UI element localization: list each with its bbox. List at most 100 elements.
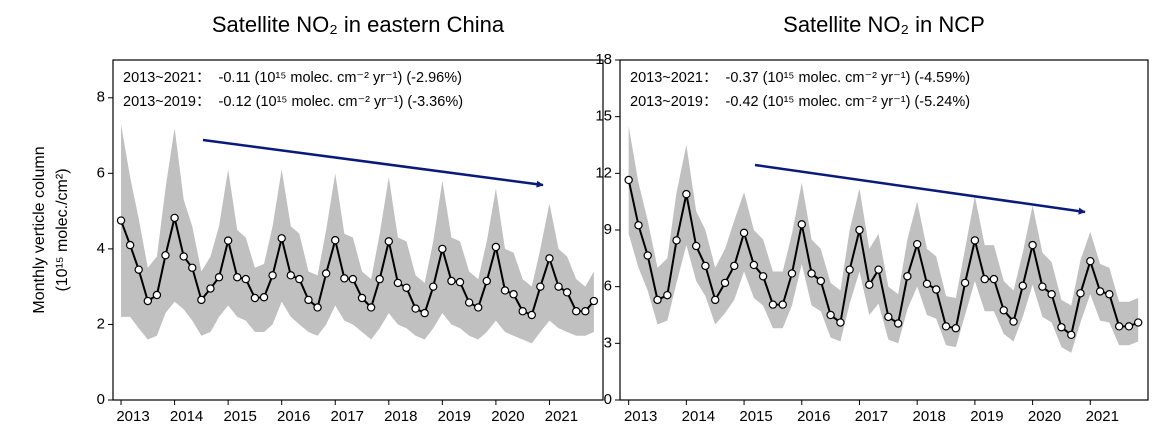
x-tick-label: 2017 bbox=[855, 408, 888, 425]
data-point bbox=[152, 290, 162, 300]
x-tick-label: 2014 bbox=[170, 408, 203, 425]
data-point bbox=[393, 278, 403, 288]
data-point bbox=[653, 295, 662, 305]
data-point bbox=[1076, 289, 1085, 298]
data-point bbox=[375, 274, 384, 284]
data-point bbox=[411, 304, 420, 313]
data-point bbox=[903, 272, 912, 281]
data-point bbox=[691, 241, 701, 251]
y-tick-label: 6 bbox=[97, 164, 105, 181]
x-tick-label: 2015 bbox=[223, 408, 256, 425]
data-point bbox=[1124, 322, 1134, 331]
data-point bbox=[1028, 240, 1037, 250]
x-tick-label: 2021 bbox=[1086, 408, 1119, 425]
data-point bbox=[455, 277, 465, 287]
y-axis-label: Monthly verticle column bbox=[31, 146, 48, 313]
x-tick-label: 2020 bbox=[1028, 408, 1061, 425]
x-tick-label: 2019 bbox=[438, 408, 471, 425]
data-point bbox=[999, 306, 1008, 315]
trend-arrow bbox=[754, 163, 1086, 215]
x-tick-label: 2016 bbox=[797, 408, 830, 425]
x-tick-label: 2014 bbox=[682, 408, 715, 425]
data-point bbox=[855, 225, 864, 235]
annotation: 2013~2021： -0.37 (10¹⁵ molec. cm⁻² yr⁻¹)… bbox=[630, 70, 970, 86]
data-point bbox=[116, 216, 126, 225]
y-axis-label: (10¹⁵ molec./cm²) bbox=[54, 168, 71, 291]
data-point bbox=[739, 228, 749, 238]
y-tick-label: 3 bbox=[604, 334, 612, 351]
chart-title: Satellite NO₂ in eastern China bbox=[212, 12, 505, 37]
y-tick-label: 2 bbox=[97, 315, 105, 332]
data-point bbox=[179, 252, 188, 261]
data-point bbox=[1086, 256, 1095, 266]
x-tick-label: 2020 bbox=[491, 408, 524, 425]
data-point bbox=[797, 220, 806, 229]
data-point bbox=[951, 324, 961, 333]
data-point bbox=[223, 236, 233, 245]
data-point bbox=[134, 265, 143, 274]
x-tick-label: 2016 bbox=[277, 408, 310, 425]
data-point bbox=[1018, 281, 1027, 290]
y-tick-label: 4 bbox=[97, 240, 105, 257]
data-point bbox=[1038, 282, 1047, 291]
data-point bbox=[241, 274, 251, 284]
data-point bbox=[170, 213, 179, 223]
y-tick-label: 15 bbox=[595, 108, 612, 125]
data-point bbox=[1057, 323, 1066, 332]
data-point bbox=[826, 310, 835, 320]
data-point bbox=[197, 295, 206, 305]
y-tick-label: 0 bbox=[97, 391, 105, 408]
data-point bbox=[1133, 318, 1143, 327]
data-point bbox=[663, 290, 672, 300]
x-tick-label: 2019 bbox=[970, 408, 1003, 425]
data-point bbox=[562, 288, 572, 297]
data-point bbox=[536, 282, 545, 291]
data-point bbox=[624, 175, 633, 185]
data-point bbox=[402, 283, 411, 292]
range-band bbox=[121, 124, 594, 344]
data-point bbox=[125, 240, 135, 250]
data-point bbox=[816, 276, 826, 286]
data-point bbox=[807, 269, 816, 278]
data-point bbox=[970, 236, 980, 245]
data-point bbox=[865, 280, 874, 289]
data-point bbox=[1047, 290, 1056, 299]
data-point bbox=[1067, 330, 1076, 340]
data-point bbox=[730, 261, 739, 271]
data-point bbox=[720, 278, 730, 288]
data-point bbox=[682, 189, 691, 199]
data-point bbox=[749, 260, 759, 270]
trend-arrow bbox=[202, 138, 544, 188]
data-point bbox=[912, 239, 922, 249]
data-point bbox=[701, 261, 710, 271]
data-point bbox=[233, 273, 242, 282]
data-point bbox=[482, 276, 491, 286]
x-tick-label: 2013 bbox=[116, 408, 149, 425]
y-tick-label: 9 bbox=[604, 221, 612, 238]
data-point bbox=[384, 237, 393, 246]
data-point bbox=[545, 254, 554, 263]
chart-title: Satellite NO₂ in NCP bbox=[783, 12, 985, 37]
data-point bbox=[989, 274, 999, 284]
data-point bbox=[188, 263, 197, 272]
data-point bbox=[768, 300, 778, 309]
annotation: 2013~2019： -0.12 (10¹⁵ molec. cm⁻² yr⁻¹)… bbox=[123, 94, 463, 110]
data-point bbox=[960, 278, 970, 288]
x-tick-label: 2015 bbox=[739, 408, 772, 425]
data-point bbox=[348, 274, 358, 284]
data-point bbox=[787, 269, 797, 278]
data-point bbox=[268, 271, 277, 280]
data-point bbox=[893, 319, 903, 328]
data-point bbox=[206, 284, 215, 293]
range-band bbox=[628, 126, 1139, 353]
data-point bbox=[1105, 290, 1114, 299]
data-point bbox=[527, 310, 536, 320]
data-line bbox=[627, 179, 1139, 337]
data-point bbox=[932, 285, 941, 294]
data-point bbox=[286, 271, 295, 280]
data-point bbox=[295, 274, 304, 284]
data-point bbox=[758, 272, 768, 281]
data-point bbox=[143, 296, 153, 306]
data-point bbox=[161, 251, 170, 260]
data-point bbox=[643, 251, 652, 260]
